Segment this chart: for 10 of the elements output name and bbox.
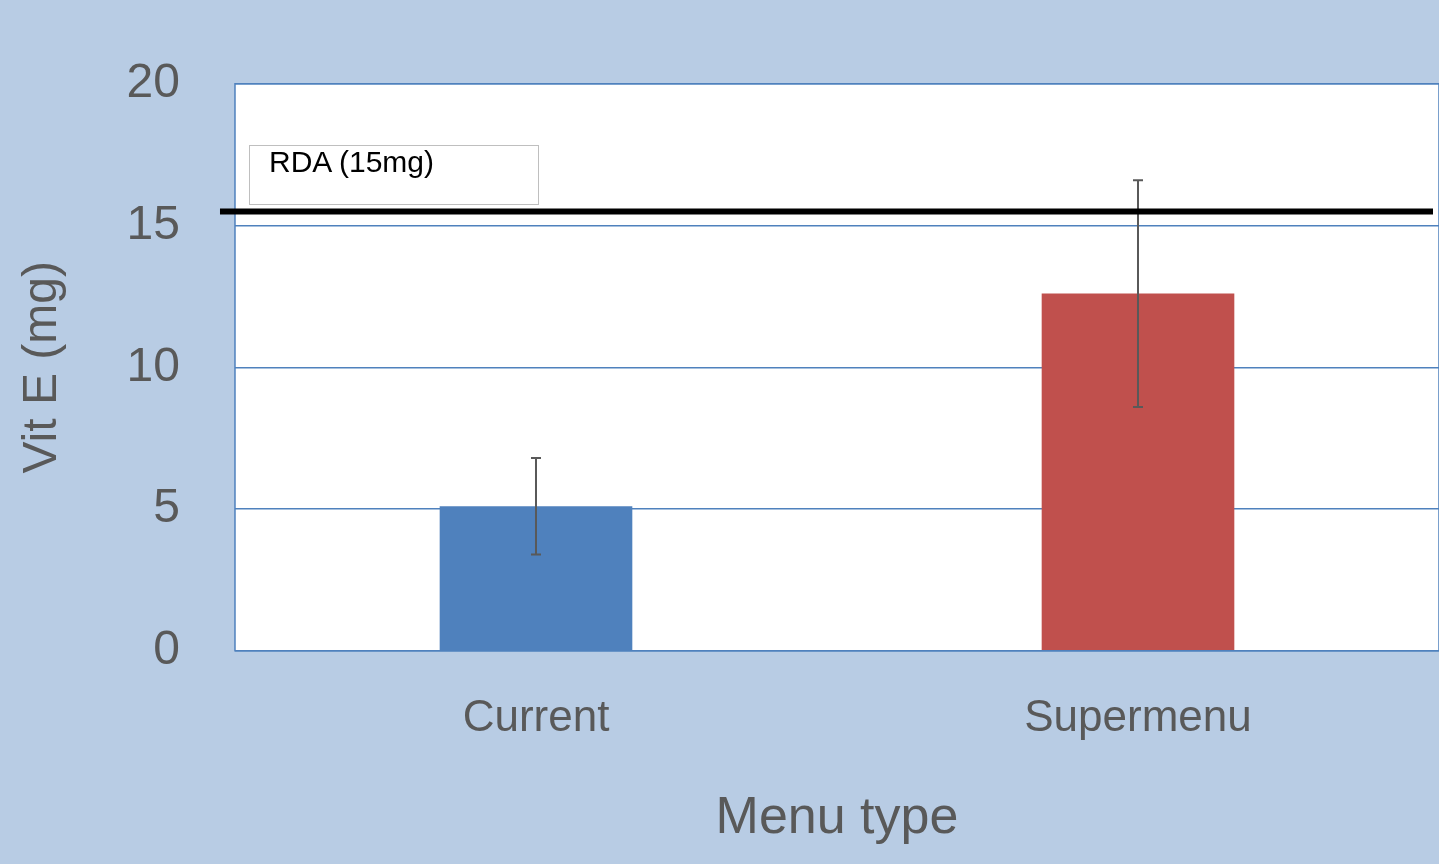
ref-line-label: RDA (15mg)	[268, 145, 435, 181]
x-tick-label: Supermenu	[1024, 691, 1252, 741]
x-axis-title: Menu type	[715, 786, 959, 845]
y-tick-label: 20	[126, 54, 180, 108]
y-tick-label: 0	[153, 621, 180, 675]
y-tick-label: 15	[126, 195, 180, 249]
y-tick-label: 5	[153, 479, 180, 533]
y-axis-title: Vit E (mg)	[13, 261, 67, 474]
x-tick-label: Current	[462, 691, 610, 741]
y-tick-label: 10	[126, 337, 180, 391]
